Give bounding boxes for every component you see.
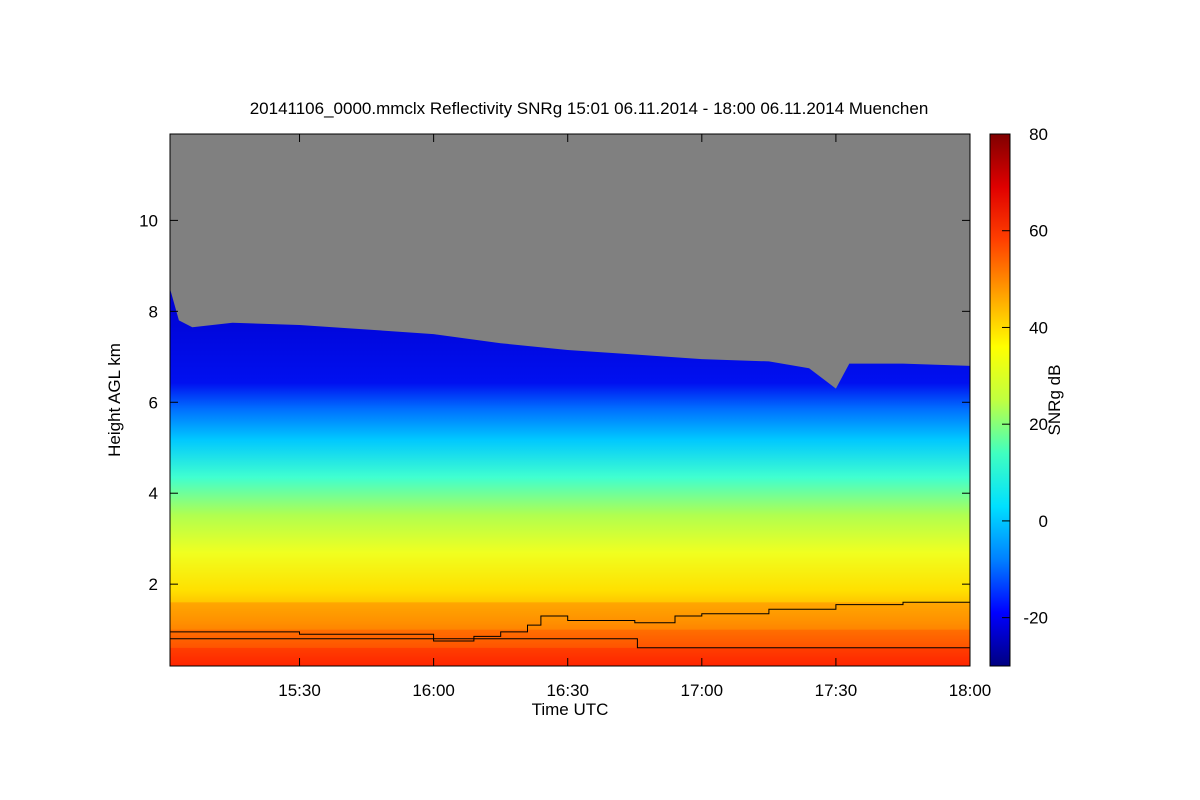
- colorbar-tick-label: 40: [1029, 318, 1048, 337]
- colorbar-tick-label: -20: [1023, 609, 1048, 628]
- plot-frame: [169, 133, 971, 667]
- surface-band: [170, 602, 970, 630]
- y-axis-ticks: 2 4 6 8 10: [139, 211, 970, 594]
- y-tick-label: 8: [149, 302, 158, 321]
- colorbar-tick-label: 60: [1029, 222, 1048, 241]
- x-axis-ticks: 15:30 16:00 16:30 17:00 17:30 18:00: [278, 134, 991, 700]
- x-tick-label: 16:00: [412, 681, 455, 700]
- y-tick-label: 2: [149, 575, 158, 594]
- y-tick-label: 4: [149, 484, 158, 503]
- lower-layer-line: [170, 638, 970, 649]
- upper-layer-line: [170, 601, 970, 642]
- surface-bands: [170, 602, 970, 666]
- x-tick-label: 17:00: [681, 681, 724, 700]
- reflectivity-field: [170, 288, 970, 666]
- x-tick-label: 18:00: [949, 681, 992, 700]
- colorbar-tick-label: 20: [1029, 415, 1048, 434]
- chart-title: 20141106_0000.mmclx Reflectivity SNRg 15…: [250, 99, 929, 118]
- x-tick-label: 15:30: [278, 681, 321, 700]
- surface-band: [170, 647, 970, 666]
- x-axis-label: Time UTC: [532, 700, 609, 719]
- colorbar: -20 0 20 40 60 80 SNRg dB: [989, 125, 1064, 667]
- y-tick-label: 6: [149, 393, 158, 412]
- y-axis-label: Height AGL km: [105, 343, 124, 457]
- plot-area: [170, 134, 970, 666]
- colorbar-ticks: -20 0 20 40 60 80: [1002, 125, 1048, 628]
- colorbar-tick-label: 0: [1039, 512, 1048, 531]
- colorbar-gradient: [989, 133, 1011, 667]
- x-tick-label: 16:30: [546, 681, 589, 700]
- colorbar-label: SNRg dB: [1045, 365, 1064, 436]
- colorbar-tick-label: 80: [1029, 125, 1048, 144]
- y-tick-label: 10: [139, 211, 158, 230]
- x-tick-label: 17:30: [815, 681, 858, 700]
